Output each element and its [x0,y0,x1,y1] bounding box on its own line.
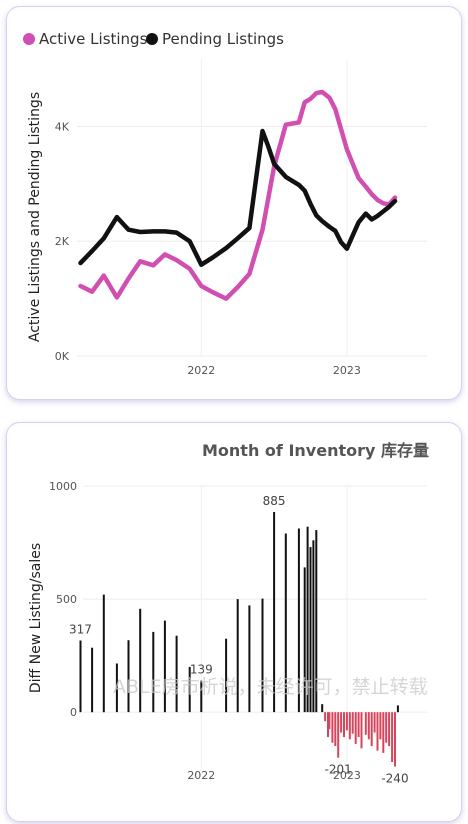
bar[interactable] [102,594,105,713]
bar[interactable] [273,512,276,713]
x-tick-label: 2023 [333,364,361,377]
bar[interactable] [236,599,239,713]
bar[interactable] [248,605,251,713]
bar[interactable] [188,666,191,713]
bar[interactable] [321,704,324,713]
legend-label-active-listings: Active Listings [39,30,148,48]
plot-area[interactable] [78,89,398,301]
y-tick-label: 500 [56,593,77,606]
chart-title: Month of Inventory 库存量 [202,441,429,460]
bar[interactable] [370,712,373,747]
bar[interactable] [376,712,379,751]
bar[interactable] [175,635,178,713]
legend-marker-pending-listings [146,33,158,45]
data-label: -240 [381,771,408,785]
y-axis-title: Active Listings and Pending Listings [27,92,43,342]
y-axis-ticks: 0K 2K 4K [55,120,70,363]
x-tick-label: 2022 [187,364,215,377]
bar[interactable] [115,663,118,713]
bar[interactable] [357,712,360,738]
y-tick-label: 0 [70,706,77,719]
y-tick-label: 2K [55,235,70,248]
y-tick-label: 0K [55,350,70,363]
legend-marker-active-listings [23,33,35,45]
x-axis-ticks: 2022 2023 [187,769,361,782]
bar[interactable] [396,705,399,713]
bar[interactable] [324,712,327,722]
bar[interactable] [343,712,345,738]
bar[interactable] [297,528,300,713]
bar[interactable] [360,712,363,749]
bar[interactable] [284,533,287,713]
listings-line-chart: Active Listings Pending Listings Active … [23,30,427,377]
x-tick-label: 2022 [187,769,215,782]
series-line-pending-listings[interactable] [78,128,398,267]
bar[interactable] [327,712,329,738]
bar[interactable] [354,712,357,744]
bar[interactable] [152,631,155,713]
bar[interactable] [337,712,340,758]
bar[interactable] [388,712,391,747]
inventory-bar-chart: Month of Inventory 库存量 Diff New Listing/… [28,441,429,785]
watermark: ABLE房市析说，未经许可，禁止转载 [113,676,428,698]
bar[interactable] [364,712,367,735]
bar[interactable] [139,608,142,713]
y-tick-label: 1000 [49,480,77,493]
listings-chart-card: Active Listings Pending Listings Active … [6,6,462,400]
bar[interactable] [340,712,343,733]
bar[interactable] [315,530,318,713]
bar[interactable] [373,712,376,733]
bar[interactable] [382,712,385,753]
bar[interactable] [200,680,203,713]
x-tick-label: 2023 [333,769,361,782]
inventory-chart-card: Month of Inventory 库存量 Diff New Listing/… [6,422,462,822]
bar[interactable] [351,712,354,734]
bar[interactable] [385,712,388,743]
x-axis-ticks: 2022 2023 [187,364,361,377]
bar[interactable] [394,712,396,767]
legend-label-pending-listings: Pending Listings [162,30,284,48]
data-label: 317 [69,622,92,636]
bar[interactable] [328,712,331,730]
bar[interactable] [391,712,394,762]
series-line-active-listings[interactable] [78,89,398,301]
bar[interactable] [331,712,334,743]
bar[interactable] [91,647,94,713]
bar[interactable] [312,540,315,713]
y-axis-title: Diff New Listing/sales [28,543,44,693]
bar[interactable] [306,526,309,713]
bar[interactable] [367,712,370,740]
bar[interactable] [303,567,306,713]
data-labels: 317 139 885 -201 -240 [69,494,409,785]
bar[interactable] [261,598,264,713]
bar[interactable] [309,547,312,713]
bar[interactable] [163,620,166,713]
bar[interactable] [127,640,130,713]
data-label: -201 [325,763,352,777]
bar[interactable] [225,638,228,713]
bar[interactable] [345,712,348,731]
bar[interactable] [334,712,337,747]
data-label: 885 [263,494,286,508]
y-axis-ticks: 0 500 1000 [49,480,77,719]
legend[interactable]: Active Listings Pending Listings [23,30,284,48]
plot-area[interactable] [79,512,399,767]
gridlines [77,59,427,357]
data-label: 139 [190,663,213,677]
bar[interactable] [79,640,82,713]
bar[interactable] [348,712,351,740]
y-tick-label: 4K [55,120,70,133]
bar[interactable] [379,712,382,740]
